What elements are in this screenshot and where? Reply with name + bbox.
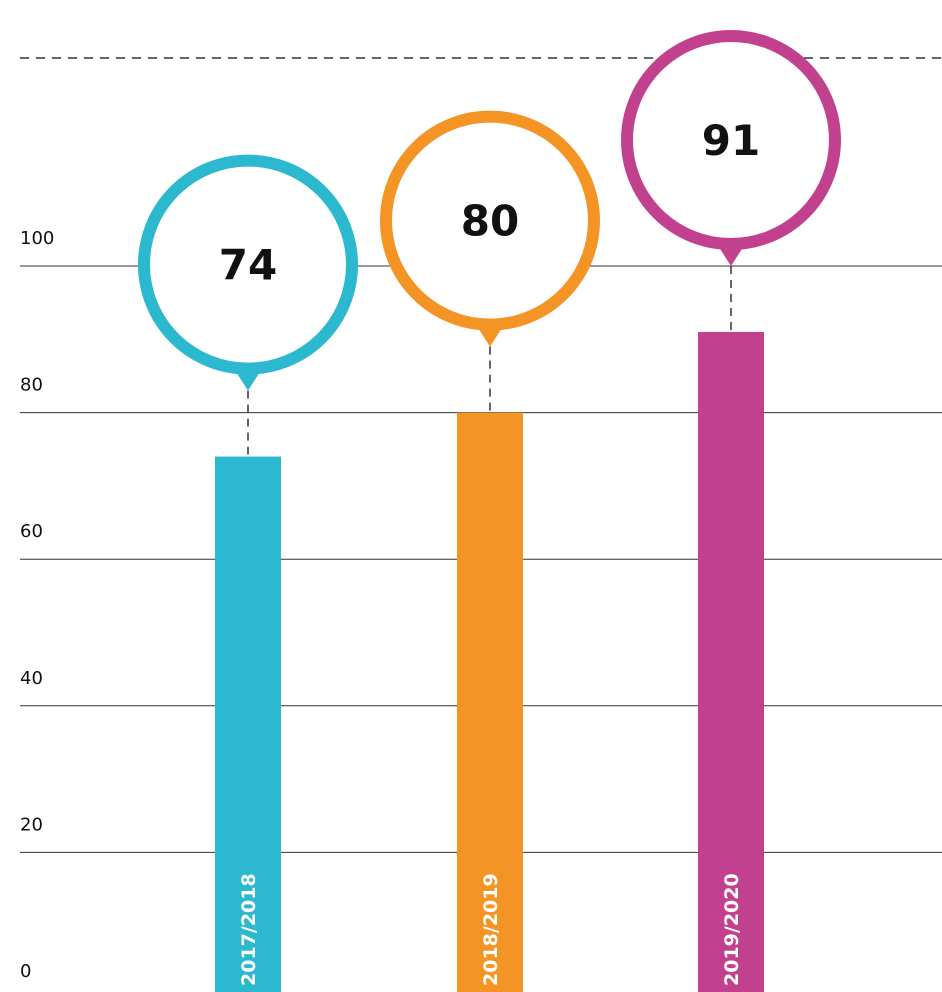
value-label: 80 [461,197,519,246]
category-label: 2018/2019 [480,873,502,986]
bubble [380,110,600,331]
y-tick-label: 0 [20,961,31,982]
y-tick-label: 60 [20,521,43,542]
value-label: 91 [702,116,760,165]
y-tick-label: 100 [20,228,54,249]
value-label: 74 [219,241,277,290]
bar [457,412,523,992]
bar [215,456,281,992]
bubble [621,29,841,250]
category-label: 2019/2020 [721,873,743,986]
bubble [138,154,358,375]
y-tick-label: 20 [20,814,43,835]
y-tick-label: 40 [20,668,43,689]
category-label: 2017/2018 [238,873,260,986]
bar [698,331,764,992]
y-tick-label: 80 [20,375,43,396]
